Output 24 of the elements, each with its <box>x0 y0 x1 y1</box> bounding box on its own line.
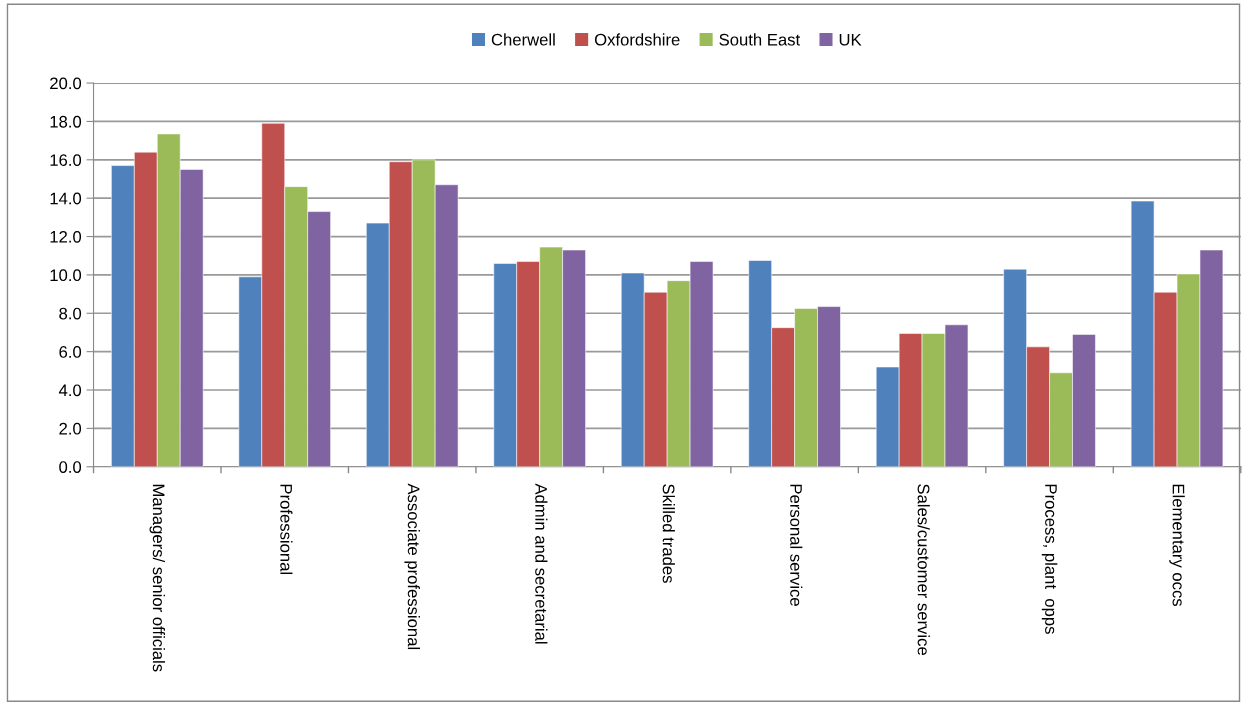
x-tick-label: Admin and secretarial <box>535 483 548 644</box>
y-tick-label: 2.0 <box>59 422 82 435</box>
legend-label: South East <box>719 33 801 46</box>
y-tick-label: 14.0 <box>50 192 82 205</box>
y-tick-label: 6.0 <box>59 346 82 358</box>
x-tick-label: Elementary occs <box>1169 484 1185 607</box>
legend-label: Oxfordshire <box>594 33 680 46</box>
x-tick-label: Managers/ senior officials <box>149 484 166 672</box>
y-tick-label: 0.0 <box>59 461 82 473</box>
y-tick-label: 16.0 <box>50 154 82 167</box>
x-tick-label: Associate professional <box>404 483 420 650</box>
y-tick-label: 4.0 <box>58 384 82 397</box>
y-tick-label: 8.0 <box>59 307 82 320</box>
y-tick-label: 18.0 <box>50 115 82 128</box>
x-tick-label: Process, plant opps <box>1041 484 1058 634</box>
y-tick-label: 12.0 <box>50 230 82 243</box>
x-tick-label: Skilled trades <box>662 484 675 583</box>
y-tick-label: 10.0 <box>50 269 82 282</box>
x-tick-label: Sales/customer service <box>917 484 930 655</box>
y-tick-label: 20.0 <box>50 77 82 90</box>
x-tick-label: Professional <box>280 484 293 575</box>
x-tick-label: Personal service <box>790 484 803 606</box>
legend-label: UK <box>839 33 862 46</box>
legend-label: Cherwell <box>491 33 555 46</box>
